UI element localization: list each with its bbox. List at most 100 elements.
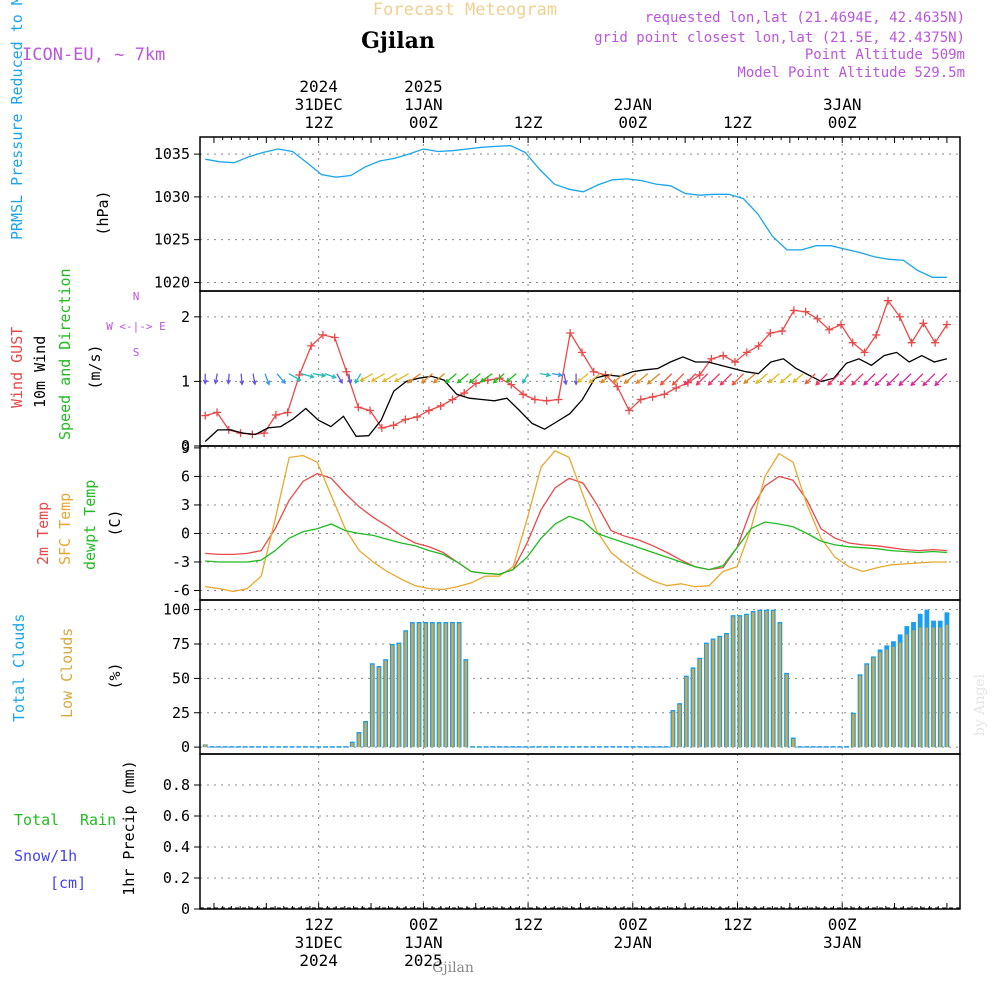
- wind-direction-arrow: [815, 373, 828, 386]
- total-cloud-bar: [470, 746, 475, 748]
- total-cloud-bar: [597, 746, 602, 748]
- wind-direction-arrow: [240, 373, 243, 385]
- wind-direction-arrowhead: [886, 381, 892, 387]
- low-cloud-bar: [417, 623, 421, 748]
- wind-direction-arrowhead: [562, 380, 568, 386]
- wind-direction-arrow: [563, 373, 567, 385]
- wind-direction-arrow: [910, 373, 924, 386]
- wind-direction-arrowhead: [265, 380, 271, 386]
- pressure-unit-label: (hPa): [94, 190, 112, 235]
- wind-direction-arrowhead: [683, 380, 689, 386]
- total-cloud-bar: [249, 746, 255, 748]
- low-cloud-bar: [444, 623, 447, 748]
- low-cloud-bar: [852, 714, 855, 748]
- wind-direction-arrowhead: [456, 378, 462, 384]
- wind-gust-line-marker: [342, 367, 351, 376]
- y-tick-label: 25: [172, 704, 190, 722]
- wind-direction-arrowhead: [659, 380, 665, 386]
- wind-gust-line-marker: [413, 412, 422, 421]
- y-tick-label: 6: [181, 467, 190, 485]
- wind-gust-line-marker: [460, 389, 469, 398]
- top-time-label: 31DEC: [295, 95, 343, 114]
- low-cloud-bar: [878, 652, 882, 748]
- bottom-time-label: 1JAN: [404, 933, 443, 952]
- low-cloud-bar: [377, 667, 381, 748]
- wind-direction-arrow: [288, 373, 301, 381]
- wind-direction-arrowhead: [600, 378, 606, 384]
- low-cloud-bar: [678, 704, 681, 748]
- wind-direction-arrow: [276, 373, 286, 384]
- total-cloud-bar: [289, 746, 295, 748]
- watermark: by Angel: [972, 673, 988, 736]
- compass-north: N: [133, 290, 140, 303]
- wind-direction-arrowhead: [432, 378, 438, 384]
- wind-direction-arrowhead: [827, 380, 833, 386]
- wind-direction-arrow: [312, 373, 326, 377]
- wind-gust-label: Wind GUST: [8, 327, 26, 408]
- tick-labels: 1020102510301035012-6-30369025507510000.…: [154, 77, 862, 970]
- wind-direction-arrow: [469, 373, 481, 384]
- wind-gust-line-marker: [330, 333, 339, 342]
- wind-direction-arrow: [354, 373, 362, 384]
- bottom-time-label: 00Z: [828, 915, 857, 934]
- y-tick-label: -3: [172, 553, 190, 571]
- wind-direction-arrow: [839, 373, 852, 386]
- top-time-label: 2JAN: [614, 95, 653, 114]
- y-tick-label: 1025: [154, 231, 190, 249]
- total-cloud-bar: [476, 746, 482, 748]
- low-cloud-bar: [765, 611, 768, 748]
- total-cloud-bar: [603, 746, 609, 748]
- total-cloud-bar: [229, 746, 235, 748]
- wind-gust-line-marker: [472, 379, 481, 388]
- wind-direction-arrowhead: [815, 380, 821, 386]
- wind-direction-arrow: [433, 373, 445, 384]
- wind-direction-arrowhead: [707, 380, 713, 386]
- y-tick-label: 100: [163, 601, 190, 619]
- total-cloud-bar: [276, 746, 282, 748]
- wind-gust-line-marker: [577, 348, 586, 357]
- wind-direction-arrowhead: [719, 380, 725, 386]
- low-cloud-bar: [731, 616, 735, 748]
- total-cloud-bar: [490, 746, 495, 748]
- wind-direction-arrowhead: [863, 380, 869, 386]
- temp-2m-label: 2m Temp: [34, 502, 52, 565]
- bottom-time-label: 00Z: [409, 915, 438, 934]
- wind-direction-arrow: [780, 373, 792, 384]
- y-tick-label: 3: [181, 496, 190, 514]
- total-cloud-bar: [510, 746, 516, 748]
- wind-gust-line-marker: [719, 351, 728, 360]
- low-cloud-bar: [411, 623, 414, 748]
- total-cloud-bar: [830, 746, 836, 748]
- wind-direction-arrow: [457, 373, 469, 384]
- wind-gust-line-marker: [436, 401, 445, 410]
- wind-direction-arrow: [480, 373, 493, 383]
- bottom-time-label: 3JAN: [823, 933, 862, 952]
- wind-direction-arrow: [382, 373, 397, 383]
- wind-direction-arrow: [720, 373, 733, 386]
- total-clouds-label: Total Clouds: [10, 614, 28, 722]
- total-cloud-bar: [543, 746, 549, 748]
- compass-west-east: W <-|-> E: [106, 320, 166, 333]
- wind-direction-arrowhead: [479, 377, 485, 383]
- wind-direction-arrowhead: [420, 378, 426, 384]
- low-cloud-bar: [945, 624, 949, 748]
- wind-10m-line: [204, 351, 948, 442]
- wind-direction-arrowhead: [321, 372, 327, 378]
- low-cloud-bar: [357, 733, 361, 748]
- total-cloud-bar: [824, 746, 830, 748]
- wind-gust-line-marker: [742, 348, 751, 357]
- legend-snow: Snow/1h: [14, 847, 77, 865]
- wind-direction-arrow: [493, 373, 505, 384]
- wind-direction-arrow: [863, 373, 876, 386]
- temp-2m-line: [205, 472, 947, 575]
- top-time-label: 12Z: [304, 113, 333, 132]
- wind-direction-arrow: [696, 373, 709, 386]
- low-cloud-bar: [858, 675, 862, 748]
- wind-direction-arrow: [522, 373, 529, 384]
- bottom-time-label: 12Z: [514, 915, 543, 934]
- panel-frames: [194, 136, 961, 910]
- y-tick-label: 0.8: [163, 776, 190, 794]
- top-time-label: 12Z: [514, 113, 543, 132]
- total-cloud-bar: [797, 746, 803, 748]
- panel-frame: [199, 445, 961, 601]
